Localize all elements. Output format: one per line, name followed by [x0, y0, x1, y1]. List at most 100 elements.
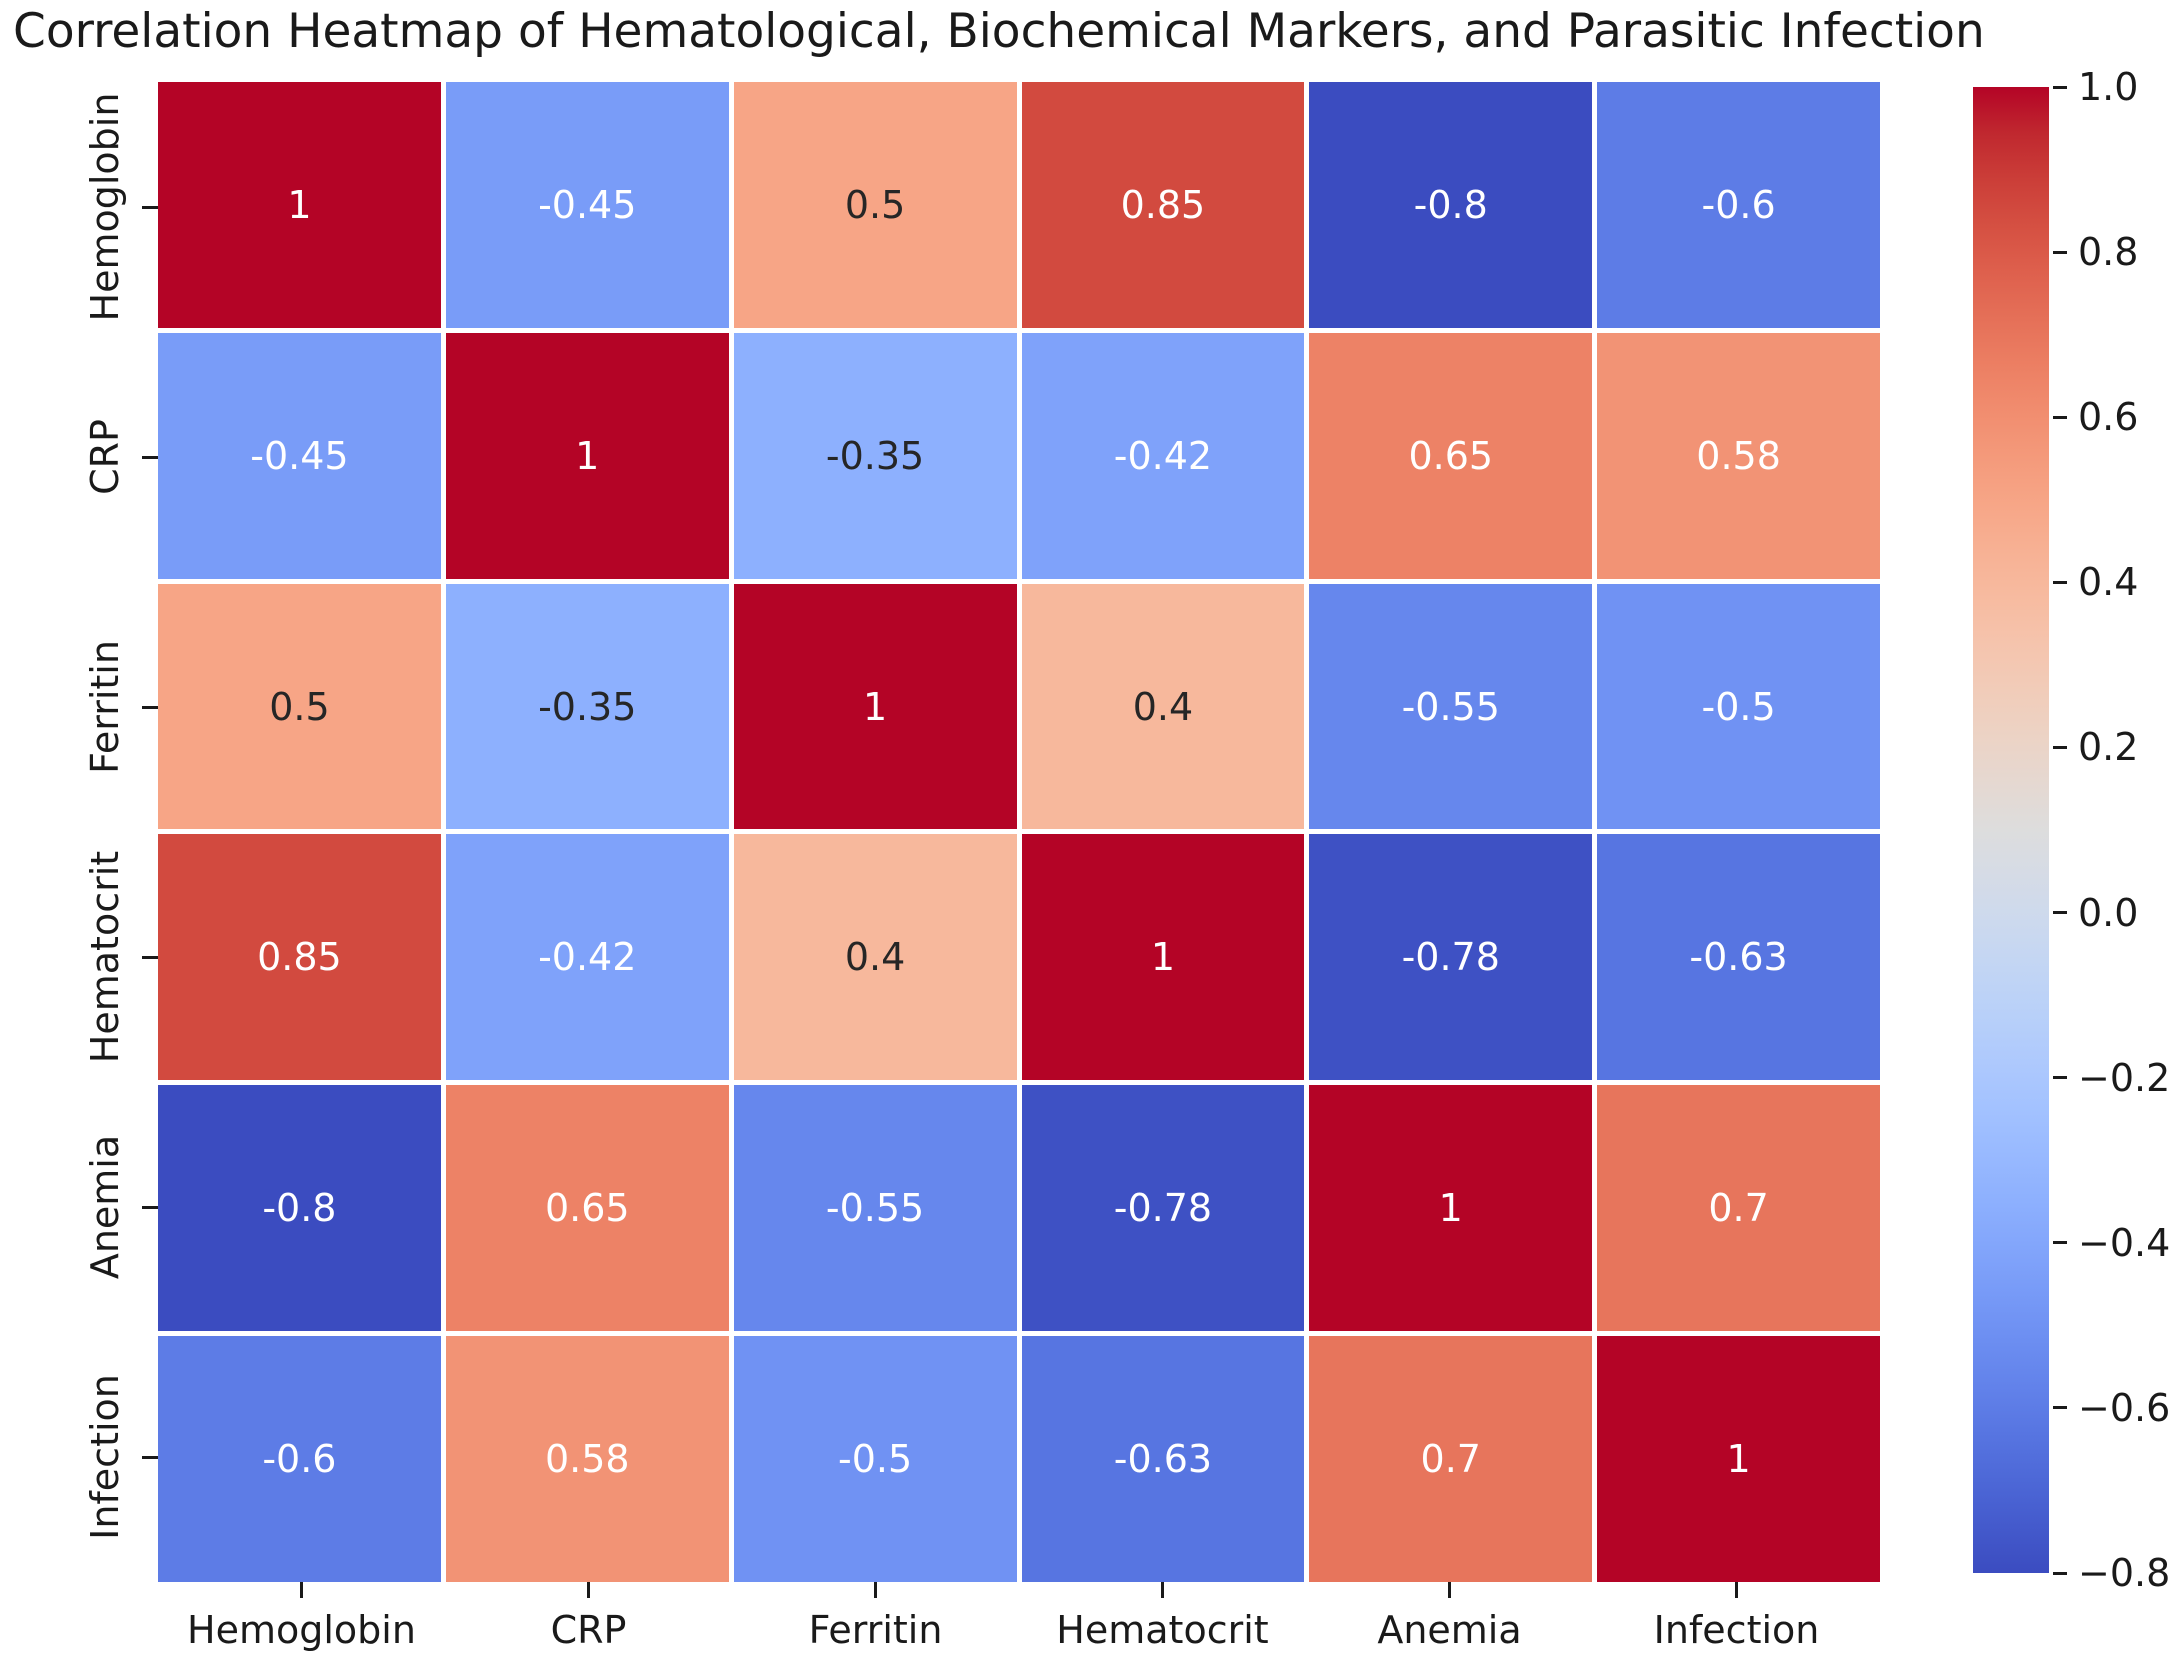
heatmap-cell: 0.65 — [1309, 332, 1593, 579]
y-axis-label: Hematocrit — [83, 850, 127, 1064]
cell-value: -0.42 — [538, 935, 637, 980]
colorbar-tick — [2053, 1076, 2067, 1080]
colorbar-tick — [2053, 911, 2067, 915]
heatmap-cell: 1 — [1597, 1336, 1880, 1582]
cell-value: -0.5 — [838, 1437, 913, 1482]
cell-value: -0.78 — [1401, 935, 1500, 980]
colorbar-tick-label: 1.0 — [2078, 65, 2139, 109]
colorbar-tick-label: −0.6 — [2078, 1385, 2171, 1430]
heatmap-cell: 0.85 — [158, 834, 441, 1081]
y-axis-label: Ferritin — [83, 640, 127, 774]
heatmap-cell: 0.85 — [1021, 82, 1305, 328]
heatmap-cell: 0.65 — [445, 1085, 729, 1332]
colorbar-tick-label: 0.4 — [2078, 560, 2139, 605]
cell-value: 1 — [575, 433, 600, 478]
y-axis-tick — [142, 1205, 158, 1209]
cell-value: -0.45 — [250, 433, 349, 478]
heatmap-cell: 1 — [1309, 1085, 1593, 1332]
cell-value: 1 — [1726, 1437, 1751, 1482]
colorbar-tick-label: 0.0 — [2078, 890, 2139, 935]
cell-value: -0.55 — [825, 1186, 925, 1231]
heatmap: 1 -0.45 0.5 0.85 -0.8 -0.6 -0.45 1 -0.35 -0.42 0.6… — [158, 82, 1880, 1582]
y-axis-label: CRP — [83, 419, 127, 495]
cell-value: -0.63 — [1113, 1437, 1213, 1482]
x-axis-tick — [1448, 1582, 1451, 1598]
colorbar-tick — [2053, 1571, 2067, 1575]
cell-value: 1 — [862, 684, 888, 729]
heatmap-cell: -0.35 — [733, 332, 1017, 579]
colorbar-tick — [2053, 1241, 2067, 1245]
cell-value: 0.4 — [844, 935, 906, 980]
heatmap-cell: -0.5 — [1597, 583, 1880, 830]
heatmap-cell: -0.45 — [445, 82, 729, 328]
x-axis-tick — [300, 1582, 303, 1598]
cell-value: -0.8 — [1413, 182, 1488, 227]
heatmap-cell: -0.63 — [1021, 1336, 1305, 1582]
heatmap-cell: 0.4 — [733, 834, 1017, 1081]
heatmap-cell: -0.42 — [445, 834, 729, 1081]
cell-value: 0.85 — [1120, 182, 1206, 227]
cell-value: -0.45 — [538, 182, 637, 227]
cell-value: -0.6 — [262, 1437, 337, 1482]
x-axis-label: CRP — [550, 1608, 627, 1652]
cell-value: 0.65 — [1408, 433, 1494, 478]
heatmap-cell: 0.7 — [1309, 1336, 1593, 1582]
heatmap-cell: -0.63 — [1597, 834, 1880, 1081]
heatmap-cell: -0.45 — [158, 332, 441, 579]
cell-value: -0.6 — [1701, 182, 1776, 227]
heatmap-cell: -0.78 — [1021, 1085, 1305, 1332]
heatmap-cell: -0.8 — [158, 1085, 441, 1332]
x-axis-label: Hematocrit — [1056, 1608, 1269, 1652]
cell-value: -0.35 — [825, 433, 925, 478]
heatmap-cell: -0.42 — [1021, 332, 1305, 579]
cell-value: -0.78 — [1113, 1186, 1213, 1231]
cell-value: -0.35 — [538, 684, 637, 729]
colorbar-tick-label: −0.2 — [2078, 1055, 2171, 1100]
y-axis-label: Hemoglobin — [83, 92, 127, 322]
y-axis-tick — [142, 705, 158, 709]
colorbar-tick-label: 0.8 — [2078, 230, 2139, 275]
cell-value: 1 — [1438, 1186, 1463, 1231]
x-axis-label: Hemoglobin — [187, 1608, 416, 1652]
chart-title: Correlation Heatmap of Hematological, Bi… — [13, 4, 1985, 59]
heatmap-cell: 0.58 — [445, 1336, 729, 1582]
heatmap-cell: 1 — [445, 332, 729, 579]
colorbar-tick — [2053, 250, 2067, 254]
heatmap-cell: -0.78 — [1309, 834, 1593, 1081]
cell-value: -0.8 — [262, 1186, 337, 1231]
colorbar-tick — [2053, 580, 2067, 584]
heatmap-cell: 0.5 — [158, 583, 441, 830]
x-axis-tick — [1161, 1582, 1164, 1598]
heatmap-cell: -0.6 — [1597, 82, 1880, 328]
y-axis-label: Infection — [83, 1374, 127, 1540]
colorbar-tick — [2053, 1406, 2067, 1410]
heatmap-cell: 1 — [158, 82, 441, 328]
heatmap-cell: 0.5 — [733, 82, 1017, 328]
cell-value: 0.5 — [269, 684, 330, 729]
cell-value: -0.42 — [1113, 433, 1213, 478]
colorbar-tick-label: 0.2 — [2078, 725, 2139, 770]
x-axis-label: Infection — [1653, 1608, 1820, 1652]
y-axis-tick — [142, 455, 158, 459]
colorbar-tick — [2053, 745, 2067, 749]
cell-value: 0.5 — [844, 182, 906, 227]
colorbar-gradient — [1973, 87, 2049, 1573]
cell-value: 0.7 — [1708, 1186, 1769, 1231]
colorbar-tick — [2053, 415, 2067, 419]
heatmap-cell: 1 — [733, 583, 1017, 830]
heatmap-cell: 0.4 — [1021, 583, 1305, 830]
x-axis-label: Anemia — [1377, 1608, 1522, 1652]
colorbar-tick-label: −0.8 — [2078, 1551, 2171, 1595]
cell-value: -0.5 — [1701, 684, 1776, 729]
y-axis-label: Anemia — [83, 1134, 127, 1280]
heatmap-cell: -0.8 — [1309, 82, 1593, 328]
heatmap-cell: -0.55 — [1309, 583, 1593, 830]
cell-value: -0.63 — [1689, 935, 1788, 980]
colorbar-tick — [2053, 85, 2067, 89]
cell-value: 0.85 — [257, 935, 342, 980]
x-axis-label: Ferritin — [808, 1608, 943, 1652]
x-axis-tick — [587, 1582, 590, 1598]
y-axis-tick — [142, 1455, 158, 1459]
heatmap-cell: -0.55 — [733, 1085, 1017, 1332]
